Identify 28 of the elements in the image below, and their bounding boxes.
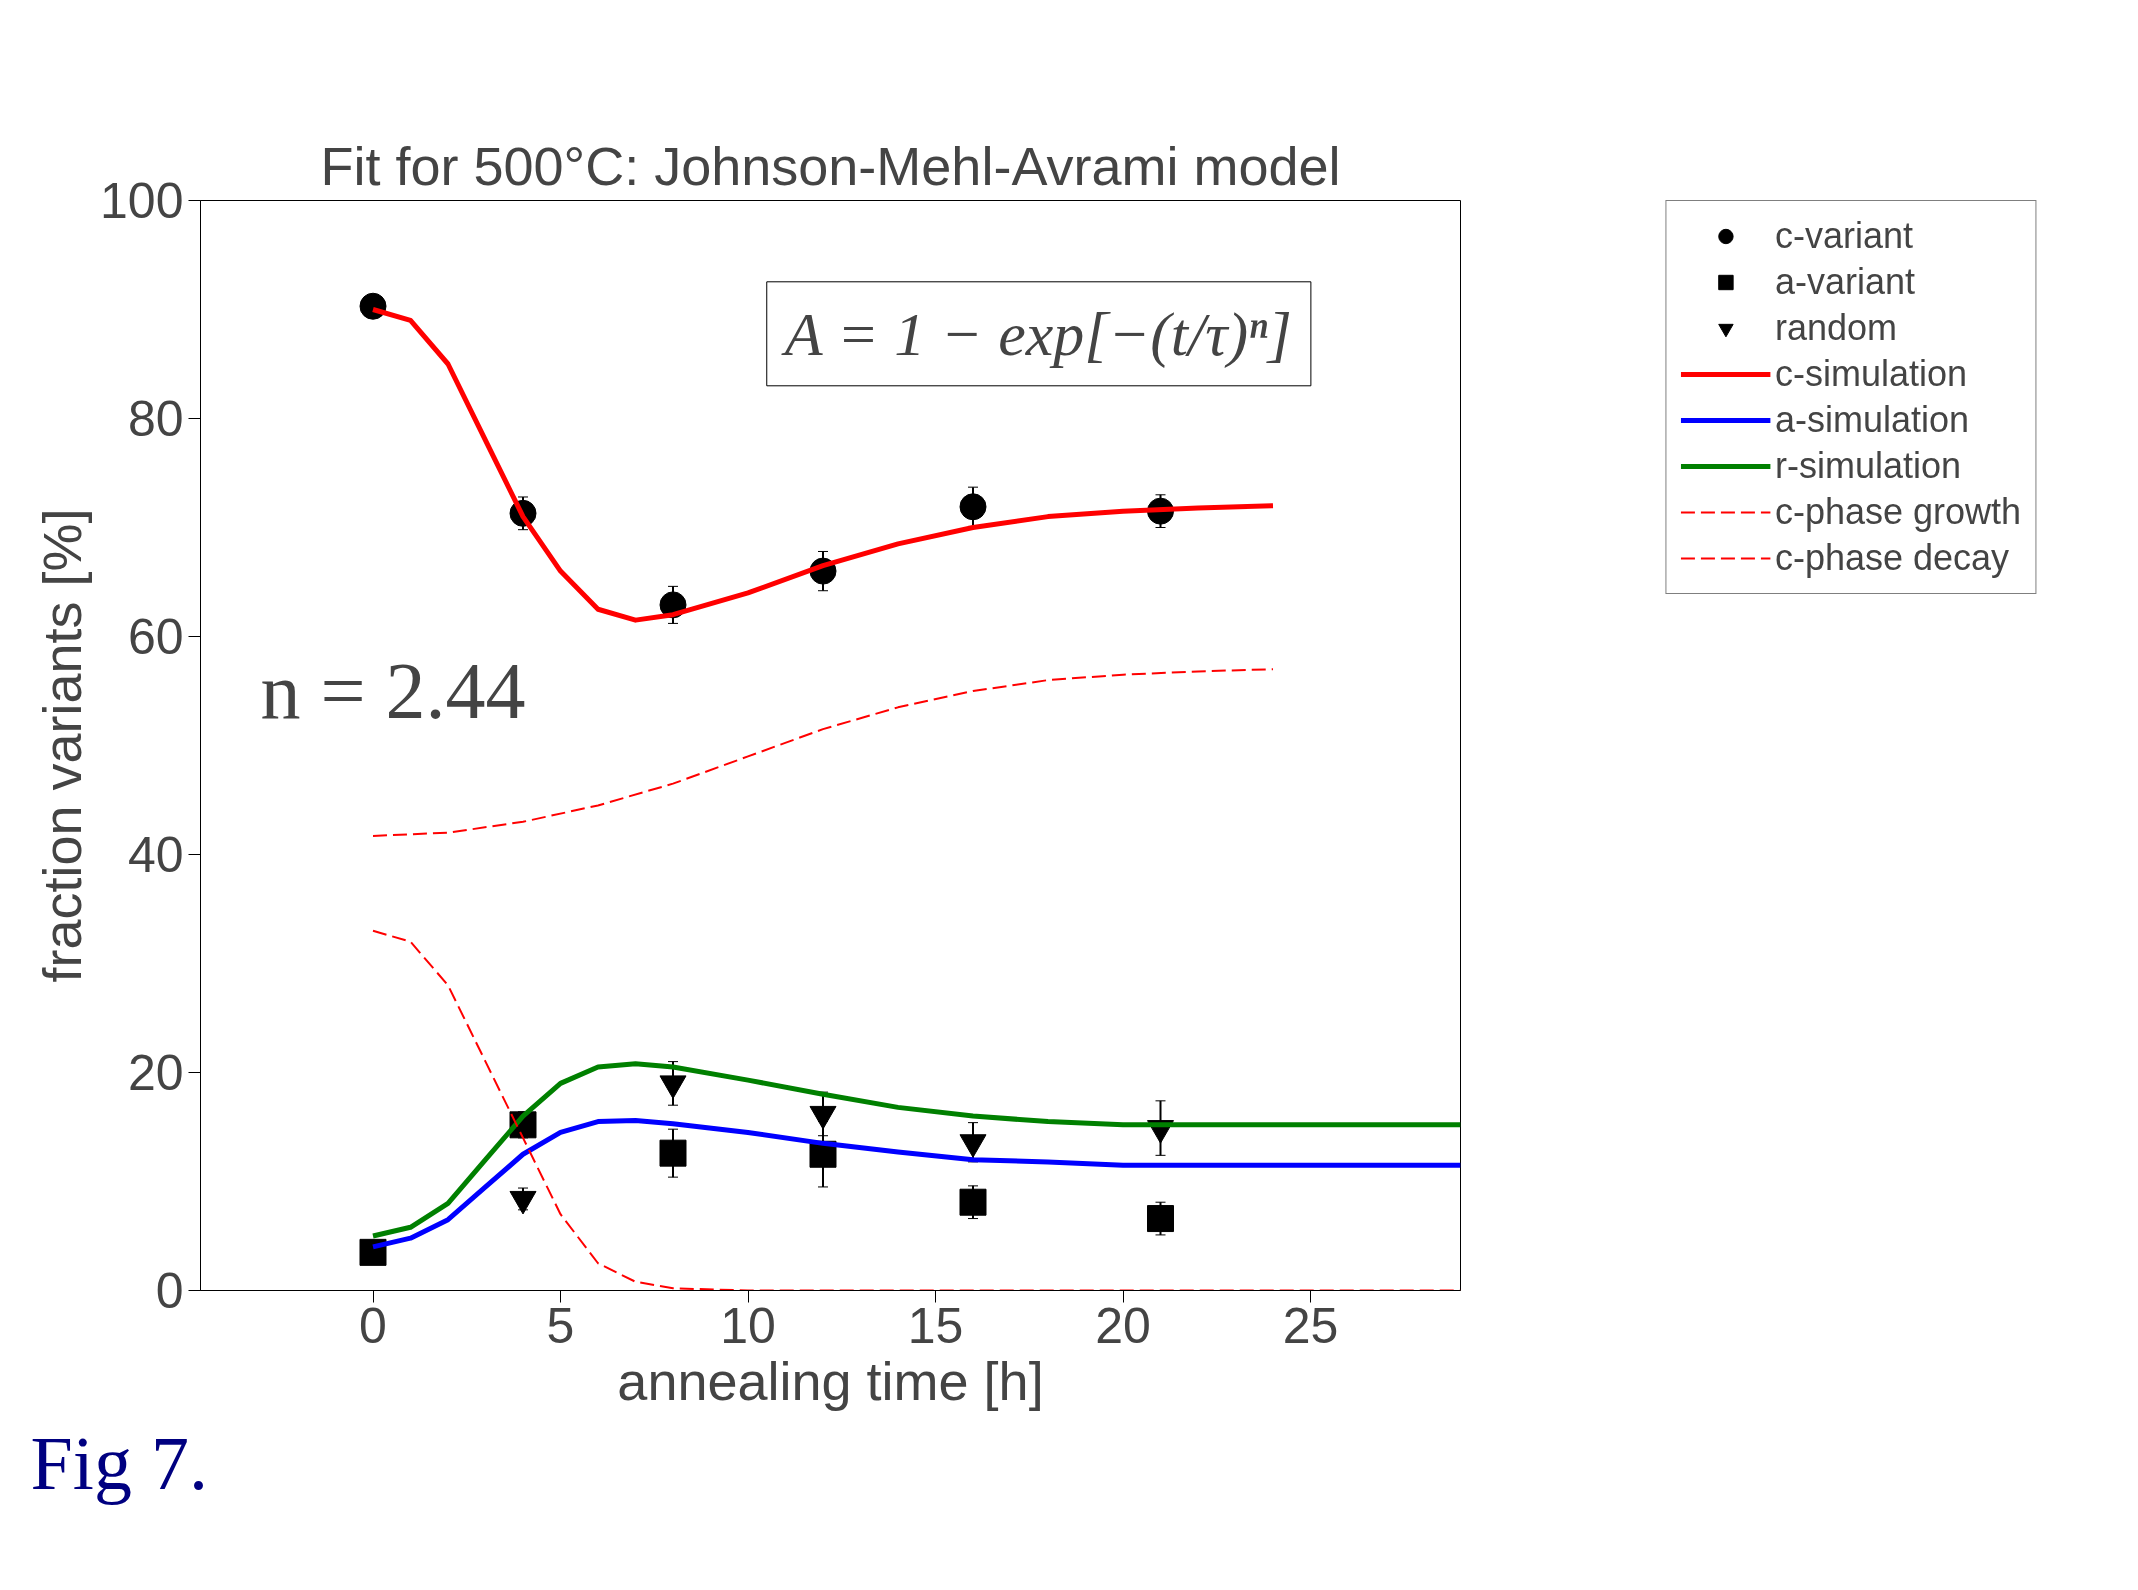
x-tick-label: 20 (1095, 1297, 1151, 1354)
y-tick-label: 40 (127, 827, 184, 883)
y-tick-label: 20 (127, 1045, 184, 1101)
chart-title: Fit for 500°C: Johnson-Mehl-Avrami model (320, 135, 1341, 196)
x-tick-label: 0 (359, 1297, 387, 1354)
annotation: n = 2.44 (260, 646, 526, 735)
y-tick-label: 0 (155, 1263, 184, 1319)
legend-label: random (1774, 307, 1897, 349)
y-tick-label: 80 (127, 391, 184, 447)
x-tick-label: 25 (1282, 1297, 1339, 1354)
y-axis-title: fraction variants [%] (32, 508, 93, 983)
x-tick-label: 5 (546, 1297, 575, 1354)
y-tick-label: 60 (127, 609, 184, 665)
legend-label: a-variant (1774, 261, 1915, 303)
annotation: A = 1 − exp[−(t/τ)ⁿ] (780, 299, 1292, 369)
caption: Fig 7. (30, 1420, 208, 1505)
y-tick-label: 100 (100, 173, 184, 229)
legend-label: r-simulation (1774, 445, 1961, 487)
legend-label: c-simulation (1774, 353, 1967, 395)
legend-label: c-phase growth (1774, 491, 2022, 533)
legend-label: a-simulation (1774, 399, 1970, 441)
point (359, 1238, 387, 1266)
point (959, 493, 987, 521)
point (959, 1188, 987, 1216)
point (1147, 1205, 1174, 1233)
point (659, 1139, 687, 1167)
legend-label: c-phase decay (1774, 537, 2010, 579)
legend-label: c-variant (1774, 215, 1913, 257)
